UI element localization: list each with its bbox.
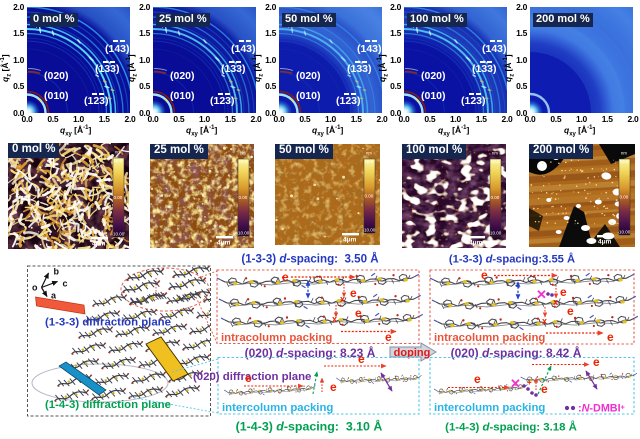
svg-text:4μm: 4μm	[469, 240, 483, 247]
svg-text:nm: nm	[621, 151, 627, 156]
svg-text:x: x	[332, 314, 337, 324]
svg-text:10.0: 10.0	[491, 159, 500, 164]
svg-text:doping: doping	[394, 347, 431, 359]
svg-text:✕: ✕	[510, 376, 521, 391]
svg-text:e: e	[330, 380, 337, 394]
svg-text:0.00: 0.00	[491, 195, 500, 200]
svg-text:-10.00: -10.00	[112, 232, 125, 237]
svg-text:e: e	[245, 371, 252, 385]
svg-text:✕: ✕	[536, 287, 547, 302]
svg-text:4μm: 4μm	[217, 240, 231, 247]
svg-text:(020) d-spacing: 8.23 Å: (020) d-spacing: 8.23 Å	[245, 345, 376, 360]
svg-text:e: e	[385, 330, 392, 344]
svg-text:10.0: 10.0	[365, 159, 374, 164]
svg-text:10.0: 10.0	[114, 158, 123, 163]
svg-text:(1-3-3) d-spacing: 3.50 Å: (1-3-3) d-spacing: 3.50 Å	[241, 253, 379, 266]
svg-text:e: e	[567, 304, 574, 318]
svg-text:e: e	[481, 268, 488, 282]
svg-text:10.0: 10.0	[620, 159, 629, 164]
svg-text:b: b	[54, 267, 60, 277]
svg-text:-10.00: -10.00	[237, 231, 250, 236]
svg-text:0.00: 0.00	[239, 195, 248, 200]
svg-text:e: e	[541, 382, 548, 396]
svg-text:0.00: 0.00	[114, 195, 123, 200]
svg-text:o: o	[32, 283, 38, 293]
svg-text:(020) diffraction plane: (020) diffraction plane	[193, 371, 311, 383]
svg-text:intercolumn packing: intercolumn packing	[434, 402, 545, 414]
svg-text:x: x	[340, 294, 345, 304]
svg-text:e: e	[282, 270, 289, 284]
svg-text:10.0: 10.0	[239, 159, 248, 164]
svg-text:-10.00: -10.00	[618, 230, 631, 235]
svg-text:x: x	[542, 316, 547, 326]
svg-text:e: e	[350, 286, 357, 300]
svg-text:4μm: 4μm	[598, 239, 612, 246]
svg-text:e: e	[593, 355, 600, 369]
svg-text:x: x	[553, 297, 558, 307]
svg-text:4μm: 4μm	[92, 241, 106, 248]
svg-text:0.00: 0.00	[365, 193, 374, 198]
svg-text:nm: nm	[366, 151, 372, 156]
svg-text::N-DMBI+: :N-DMBI+	[578, 403, 625, 415]
svg-text:nm: nm	[115, 150, 121, 155]
svg-text:4μm: 4μm	[343, 237, 357, 244]
svg-text:e: e	[474, 372, 481, 386]
svg-text:e: e	[607, 330, 614, 344]
svg-text:+: +	[527, 378, 532, 387]
svg-text:intercolumn packing: intercolumn packing	[222, 402, 333, 414]
svg-text:(1-4-3) d-spacing: 3.18 Å: (1-4-3) d-spacing: 3.18 Å	[445, 421, 577, 434]
svg-text:c: c	[63, 279, 68, 289]
svg-text:e: e	[355, 306, 362, 320]
svg-text:(1-4-3) d-spacing: 3.10 Å: (1-4-3) d-spacing: 3.10 Å	[236, 419, 383, 434]
svg-text:e: e	[358, 352, 365, 366]
svg-text:intracolumn packing: intracolumn packing	[221, 332, 332, 344]
svg-text:nm: nm	[492, 151, 498, 156]
svg-text:nm: nm	[240, 151, 246, 156]
svg-text:0.00: 0.00	[620, 195, 629, 200]
svg-text:intracolumn packing: intracolumn packing	[434, 332, 545, 344]
svg-text:(1-4-3) diffraction plane: (1-4-3) diffraction plane	[45, 399, 171, 411]
svg-text:-10.00: -10.00	[489, 231, 502, 236]
svg-text:-10.00: -10.00	[363, 228, 376, 233]
svg-text:e: e	[560, 285, 567, 299]
svg-text:(020) d-spacing: 8.42 Å: (020) d-spacing: 8.42 Å	[451, 345, 582, 360]
svg-text:(1-3-3) d-spacing:3.55 Å: (1-3-3) d-spacing:3.55 Å	[449, 253, 575, 266]
svg-text:a: a	[51, 291, 57, 301]
svg-text:(1-3-3) diffraction plane: (1-3-3) diffraction plane	[45, 317, 171, 329]
